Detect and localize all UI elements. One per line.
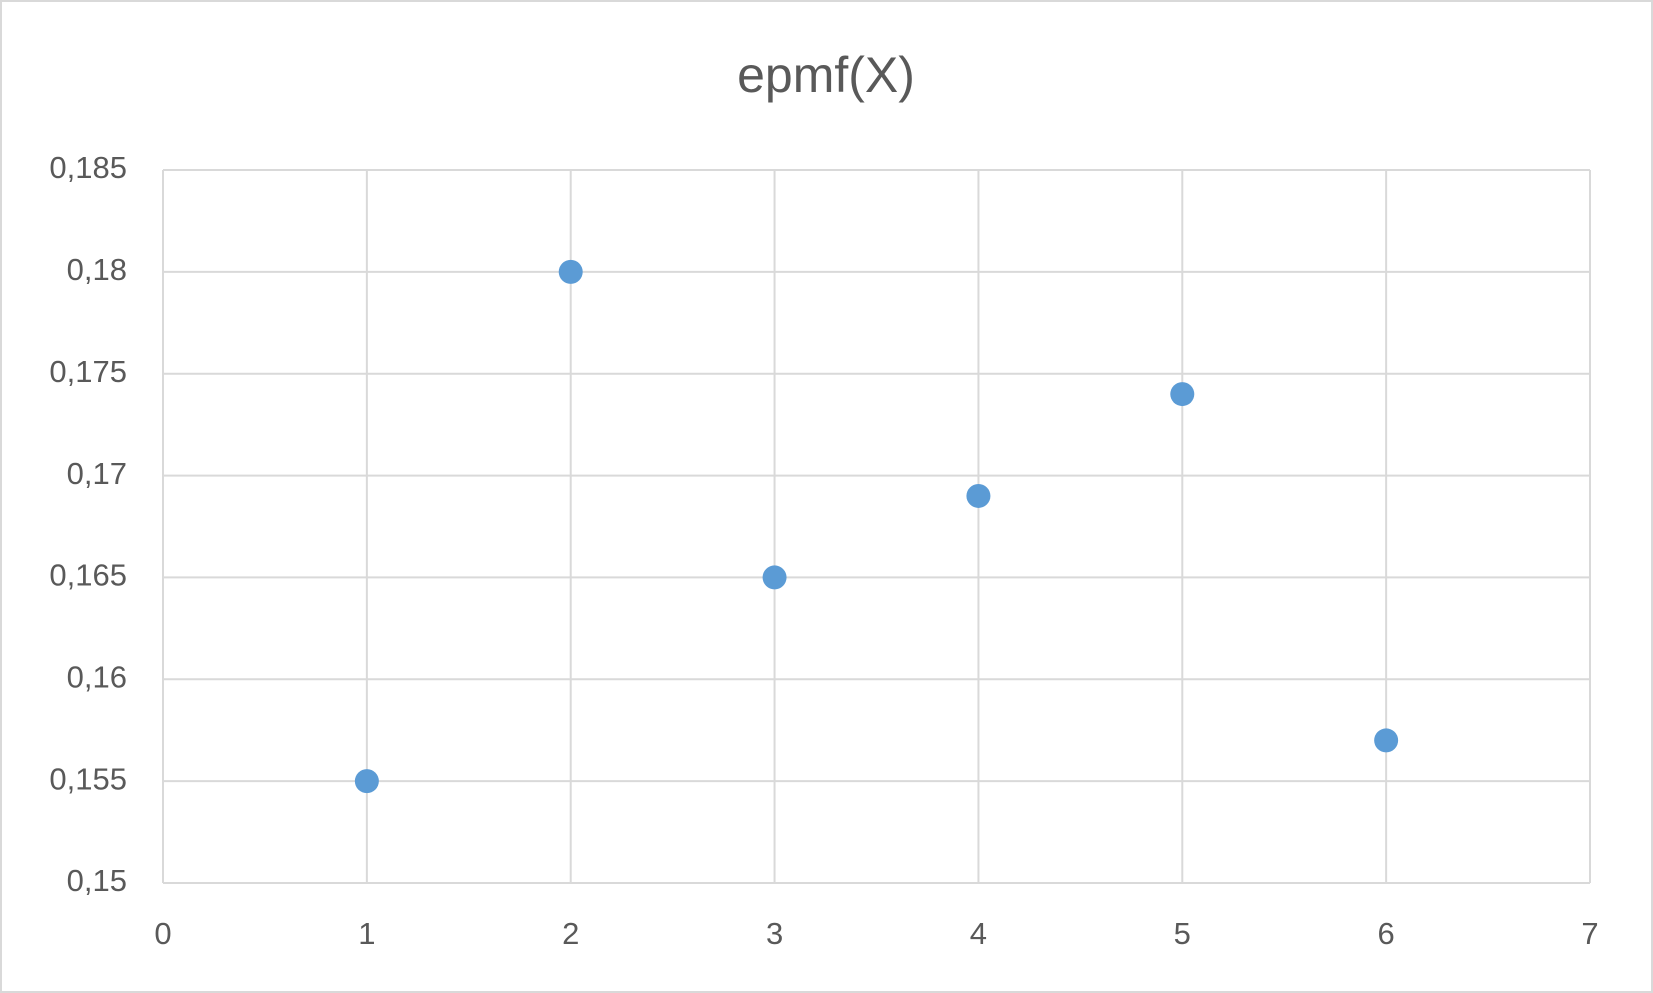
y-tick-label: 0,16	[67, 659, 127, 694]
x-tick-label: 2	[562, 916, 579, 951]
data-point	[966, 483, 991, 508]
y-tick-label: 0,155	[49, 761, 127, 796]
y-tick-label: 0,185	[49, 150, 127, 185]
y-tick-label: 0,17	[67, 456, 127, 491]
x-tick-label: 7	[1581, 916, 1598, 951]
y-tick-label: 0,175	[49, 354, 127, 389]
y-tick-label: 0,15	[67, 863, 127, 898]
chart-title: epmf(X)	[737, 47, 915, 103]
x-tick-label: 3	[766, 916, 783, 951]
data-point	[762, 565, 787, 590]
y-tick-label: 0,165	[49, 558, 127, 593]
data-point	[1374, 728, 1399, 753]
x-tick-label: 4	[970, 916, 987, 951]
x-tick-label: 0	[154, 916, 171, 951]
data-point	[558, 259, 583, 284]
data-point	[1170, 382, 1195, 407]
x-tick-label: 5	[1174, 916, 1191, 951]
x-tick-label: 6	[1378, 916, 1395, 951]
data-point	[354, 769, 379, 794]
x-tick-label: 1	[358, 916, 375, 951]
y-tick-label: 0,18	[67, 252, 127, 287]
